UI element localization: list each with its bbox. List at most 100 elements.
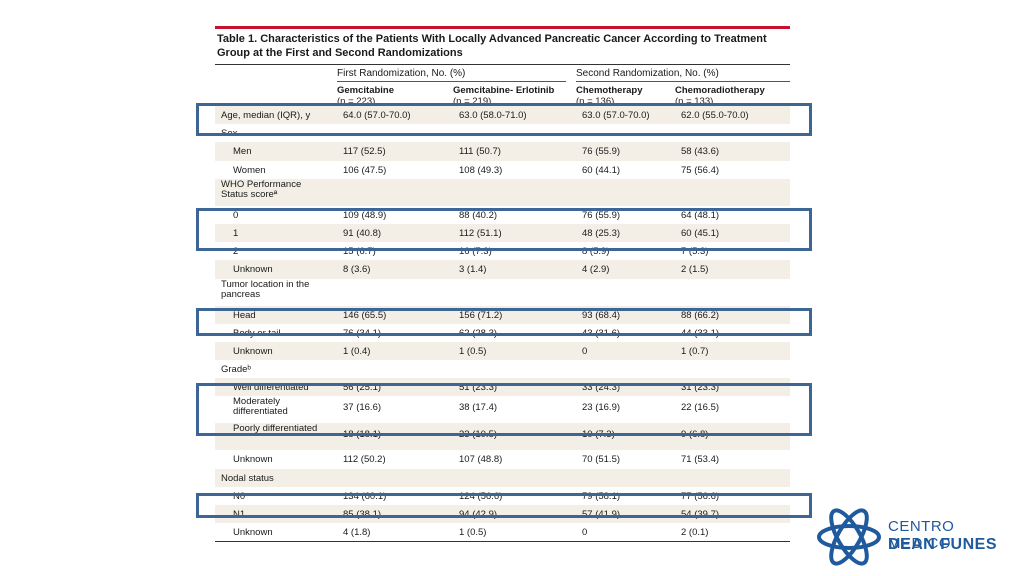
highlight-box-performance <box>196 208 812 251</box>
table-cell: 4 (1.8) <box>343 527 371 539</box>
row-label: Tumor location in the pancreas <box>221 278 310 300</box>
table-cell: 146 (65.5) <box>343 309 387 321</box>
table-cell: 8 (3.6) <box>343 264 371 276</box>
table-cell: 111 (50.7) <box>459 146 501 158</box>
column-header: Chemotherapy (n = 136) <box>576 85 643 106</box>
table-cell: 31 (23.3) <box>681 382 720 394</box>
table-cell: 4 (2.9) <box>582 264 610 276</box>
table-row: Men 117 (52.5) 111 (50.7) 76 (55.9) 58 (43.6… <box>215 142 790 161</box>
row-label: Head <box>233 309 256 321</box>
column-header: Chemoradiotherapy (n = 133) <box>675 85 765 106</box>
group-underline <box>576 81 790 82</box>
table-cell: 79 (58.1) <box>582 490 621 502</box>
table-cell: 108 (49.3) <box>459 164 503 176</box>
highlight-box-age <box>196 103 812 136</box>
table-cell: 1 (0.4) <box>343 345 371 357</box>
table-cell: 94 (42.9) <box>459 509 498 520</box>
table-cell: 76 (55.9) <box>582 209 621 221</box>
table-row: Well differentiated 56 (25.1) 51 (23.3) 33 … <box>215 378 790 397</box>
table-cell: 0 <box>582 345 588 357</box>
row-label: Well differentiated <box>233 382 309 394</box>
group-header-second: Second Randomization, No. (%) <box>576 68 719 79</box>
table-cell: 156 (71.2) <box>459 309 503 321</box>
table-cell: 37 (16.6) <box>343 402 382 414</box>
row-label: N1 <box>233 509 246 520</box>
highlight-box-head <box>196 308 812 336</box>
row-label: Unknown <box>233 264 273 276</box>
table-cell: 1 (0.7) <box>681 345 709 357</box>
table-cell: 8 (5.9) <box>582 246 610 258</box>
table-cell: 23 (16.9) <box>582 402 621 414</box>
table-cell: 60 (45.1) <box>681 227 720 239</box>
table-cell: 106 (47.5) <box>343 164 387 176</box>
table-row: N0 134 (60.1) 124 (56.6) 79 (58.1) 77 (56.6) <box>215 487 790 505</box>
table-cell: 109 (48.9) <box>343 209 387 221</box>
table-row: WHO Performance Status scoreª <box>215 178 790 206</box>
group-header-row: First Randomization, No. (%) Second Rand… <box>215 64 790 83</box>
logo-line-1: CENTRO MEDICO <box>888 518 955 552</box>
row-label: Unknown <box>233 527 273 539</box>
table-cell: 88 (66.2) <box>681 309 720 321</box>
table-row: Gradeᵇ <box>215 360 790 378</box>
bottom-rule <box>215 541 790 543</box>
title-rule <box>215 26 790 29</box>
table-cell: 64 (48.1) <box>681 209 720 221</box>
table-row: 2 15 (6.7) 16 (7.3) 8 (5.9) 7 (5.3) <box>215 242 790 260</box>
highlight-box-nodal <box>196 493 812 518</box>
table-cell: 112 (50.2) <box>343 454 386 466</box>
table-cell: 0 <box>582 527 588 539</box>
table-row: 1 91 (40.8) 112 (51.1) 48 (25.3) 60 (45.1) <box>215 223 790 243</box>
table-cell: 112 (51.1) <box>459 227 502 239</box>
table-cell: 57 (41.9) <box>582 509 621 520</box>
row-label: Unknown <box>233 454 273 466</box>
table-cell: 7 (5.3) <box>681 246 709 258</box>
table-cell: 48 (25.3) <box>582 227 621 239</box>
table-cell: 22 (16.5) <box>681 402 720 414</box>
table-cell: 76 (55.9) <box>582 146 621 158</box>
table-cell: 54 (39.7) <box>681 509 720 520</box>
table-cell: 64.0 (57.0-70.0) <box>343 110 411 121</box>
table-row: Moderately differentiated 37 (16.6) 38 (17… <box>215 396 790 423</box>
table-cell: 88 (40.2) <box>459 209 498 221</box>
table-cell: 1 (0.5) <box>459 345 487 357</box>
table-cell: 70 (51.5) <box>582 454 621 466</box>
table-cell: 1 (0.5) <box>459 527 487 539</box>
row-label: N0 <box>233 490 246 502</box>
row-label: Men <box>233 146 252 158</box>
table-cell: 91 (40.8) <box>343 227 382 239</box>
clinic-logo: CENTRO MEDICO DEAN FUNES <box>812 500 1020 572</box>
table-cell: 117 (52.5) <box>343 146 386 158</box>
atom-icon <box>817 508 881 566</box>
table-cell: 63.0 (58.0-71.0) <box>459 110 527 121</box>
logo-line-2: DEAN FUNES <box>888 536 998 553</box>
table-title: Table 1. Characteristics of the Patients… <box>217 33 767 59</box>
table-cell: 51 (23.3) <box>459 382 498 394</box>
table-row: Unknown 112 (50.2) 107 (48.8) 70 (51.5) 71 (… <box>215 450 790 468</box>
table-cell: 33 (24.3) <box>582 382 621 394</box>
row-label: Age, median (IQR), y <box>221 110 311 121</box>
row-label: 2 <box>233 246 239 258</box>
column-header: Gemcitabine (n = 223) <box>337 85 395 106</box>
table-cell: 85 (38.1) <box>343 509 382 520</box>
row-label: Women <box>233 164 266 176</box>
row-label: Poorly differentiated <box>233 423 318 435</box>
characteristics-table: Table 1. Characteristics of the Patients… <box>215 26 790 543</box>
table-cell: 58 (43.6) <box>681 146 720 158</box>
table-cell: 75 (56.4) <box>681 164 720 176</box>
table-cell: 16 (7.3) <box>459 246 492 258</box>
table-cell: 56 (25.1) <box>343 382 382 394</box>
table-row: Unknown 8 (3.6) 3 (1.4) 4 (2.9) 2 (1.5) <box>215 260 790 279</box>
highlight-box-grade <box>196 383 812 436</box>
table-cell: 134 (60.1) <box>343 490 387 502</box>
row-label: Moderately differentiated <box>233 396 288 418</box>
table-row: 0 109 (48.9) 88 (40.2) 76 (55.9) 64 (48.1) <box>215 206 790 224</box>
table-cell: 124 (56.6) <box>459 490 503 502</box>
table-cell: 77 (56.6) <box>681 490 720 502</box>
table-row: Unknown 4 (1.8) 1 (0.5) 0 2 (0.1) <box>215 523 790 541</box>
table-cell: 3 (1.4) <box>459 264 487 276</box>
table-row: Women 106 (47.5) 108 (49.3) 60 (44.1) 75 (56… <box>215 161 790 179</box>
row-label: Gradeᵇ <box>221 364 251 376</box>
group-header-first: First Randomization, No. (%) <box>337 68 466 79</box>
group-underline <box>337 81 566 82</box>
row-label: 0 <box>233 209 239 221</box>
